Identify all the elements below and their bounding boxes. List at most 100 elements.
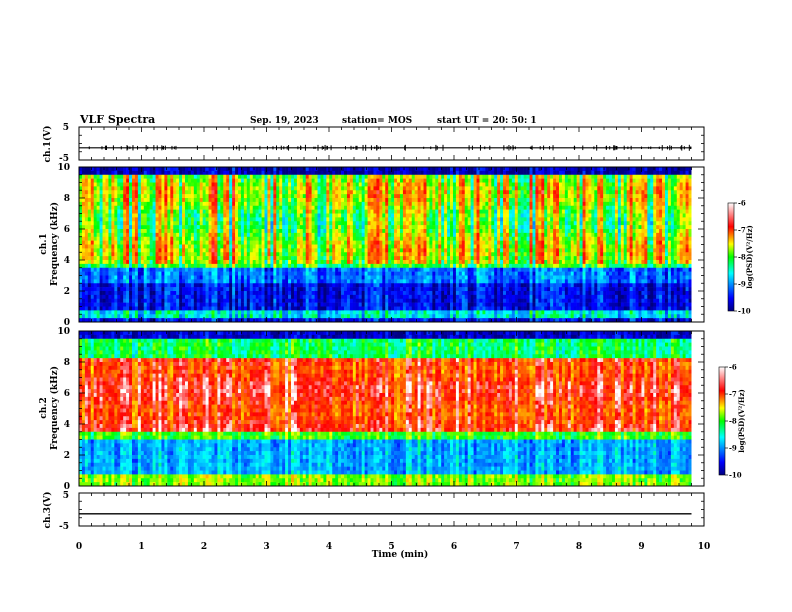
spectrogram-cell bbox=[190, 283, 195, 288]
spectrogram-cell bbox=[176, 232, 180, 238]
spectrogram-cell bbox=[114, 314, 118, 319]
spectrogram-cell bbox=[264, 240, 268, 245]
spectrogram-cell bbox=[352, 217, 357, 222]
spectrogram-cell bbox=[420, 291, 424, 296]
spectrogram-cell bbox=[102, 221, 106, 226]
spectrogram-cell bbox=[408, 267, 413, 272]
spectrogram-cell bbox=[382, 306, 386, 311]
spectrogram-cell bbox=[187, 217, 192, 222]
spectrogram-cell bbox=[317, 178, 321, 183]
spectrogram-cell bbox=[282, 244, 286, 249]
spectrogram-cell bbox=[352, 198, 357, 203]
spectrogram-cell bbox=[258, 267, 262, 272]
spectrogram-cell bbox=[267, 221, 271, 226]
spectrogram-cell bbox=[341, 256, 345, 261]
spectrogram-cell bbox=[382, 291, 386, 296]
spectrogram-cell bbox=[155, 236, 159, 241]
spectrogram-cell bbox=[320, 213, 324, 218]
spectrogram-cell bbox=[193, 240, 198, 245]
spectrogram-cell bbox=[320, 194, 324, 199]
spectrogram-cell bbox=[279, 302, 283, 307]
spectrogram-cell bbox=[187, 232, 192, 238]
spectrogram-cell bbox=[397, 298, 401, 303]
spectrogram-cell bbox=[423, 217, 427, 222]
spectrogram-cell bbox=[408, 302, 413, 307]
spectrogram-cell bbox=[397, 178, 401, 183]
spectrogram-cell bbox=[167, 302, 171, 307]
spectrogram-cell bbox=[252, 186, 256, 191]
spectrogram-cell bbox=[391, 318, 395, 323]
spectrogram-cell bbox=[335, 182, 339, 187]
spectrogram-cell bbox=[102, 229, 106, 234]
spectrogram-cell bbox=[246, 232, 251, 238]
spectrogram-cell bbox=[255, 294, 259, 300]
spectrogram-cell bbox=[193, 256, 198, 261]
spectrogram-cell bbox=[185, 190, 189, 195]
spectrogram-cell bbox=[373, 291, 377, 296]
spectrogram-cell bbox=[81, 260, 86, 265]
spectrogram-cell bbox=[414, 244, 418, 249]
spectrogram-cell bbox=[140, 209, 145, 214]
spectrogram-cell bbox=[267, 194, 271, 199]
spectrogram-cell bbox=[179, 252, 183, 257]
spectrogram-cell bbox=[285, 252, 289, 257]
spectrogram-cell bbox=[420, 287, 424, 292]
spectrogram-cell bbox=[335, 287, 339, 292]
spectrogram-cell bbox=[173, 271, 177, 276]
spectrogram-cell bbox=[176, 256, 180, 261]
spectrogram-cell bbox=[391, 198, 395, 203]
spectrogram-cell bbox=[134, 213, 139, 218]
spectrogram-cell bbox=[394, 225, 398, 230]
spectrogram-cell bbox=[205, 190, 209, 195]
waveform-spike bbox=[362, 144, 364, 151]
spectrogram-cell bbox=[229, 198, 233, 203]
spectrogram-cell bbox=[258, 178, 262, 183]
spectrogram-cell bbox=[299, 225, 304, 230]
spectrogram-cell bbox=[420, 248, 424, 253]
spectrogram-cell bbox=[158, 275, 162, 280]
spectrogram-cell bbox=[161, 205, 165, 210]
spectrogram-cell bbox=[308, 229, 312, 234]
spectrogram-cell bbox=[382, 294, 386, 300]
spectrogram-cell bbox=[420, 294, 424, 300]
spectrogram-cell bbox=[223, 198, 227, 203]
spectrogram-cell bbox=[394, 174, 398, 179]
spectrogram-cell bbox=[208, 201, 212, 207]
spectrogram-cell bbox=[355, 221, 360, 226]
spectrogram-cell bbox=[335, 221, 339, 226]
spectrogram-cell bbox=[152, 287, 156, 292]
spectrogram-cell bbox=[426, 186, 430, 191]
spectrogram-cell bbox=[161, 279, 165, 284]
waveform-spike bbox=[514, 146, 516, 150]
spectrogram-cell bbox=[273, 260, 277, 265]
spectrogram-cell bbox=[146, 232, 150, 238]
spectrogram-cell bbox=[270, 271, 274, 276]
spectrogram-cell bbox=[99, 302, 103, 307]
spectrogram-cell bbox=[373, 201, 377, 207]
spectrogram-cell bbox=[305, 182, 309, 187]
spectrogram-cell bbox=[99, 306, 103, 311]
spectrogram-cell bbox=[108, 225, 112, 230]
spectrogram-cell bbox=[376, 291, 380, 296]
spectrogram-cell bbox=[149, 229, 153, 234]
spectrogram-cell bbox=[211, 310, 215, 315]
spectrogram-cell bbox=[358, 232, 362, 238]
spectrogram-cell bbox=[394, 236, 398, 241]
spectrogram-cell bbox=[399, 283, 404, 288]
spectrogram-cell bbox=[93, 256, 97, 261]
spectrogram-cell bbox=[370, 310, 374, 315]
spectrogram-cell bbox=[217, 174, 221, 179]
spectrogram-cell bbox=[90, 248, 95, 253]
spectrogram-cell bbox=[335, 306, 339, 311]
spectrogram-cell bbox=[293, 298, 298, 303]
spectrogram-cell bbox=[111, 205, 115, 210]
spectrogram-cell bbox=[140, 167, 145, 172]
spectrogram-cell bbox=[202, 310, 206, 315]
spectrogram-cell bbox=[111, 170, 115, 176]
spectrogram-cell bbox=[217, 291, 221, 296]
spectrogram-cell bbox=[293, 201, 298, 207]
spectrogram-cell bbox=[170, 318, 174, 323]
spectrogram-cell bbox=[143, 283, 148, 288]
spectrogram-cell bbox=[317, 279, 321, 284]
spectrogram-cell bbox=[326, 225, 330, 230]
